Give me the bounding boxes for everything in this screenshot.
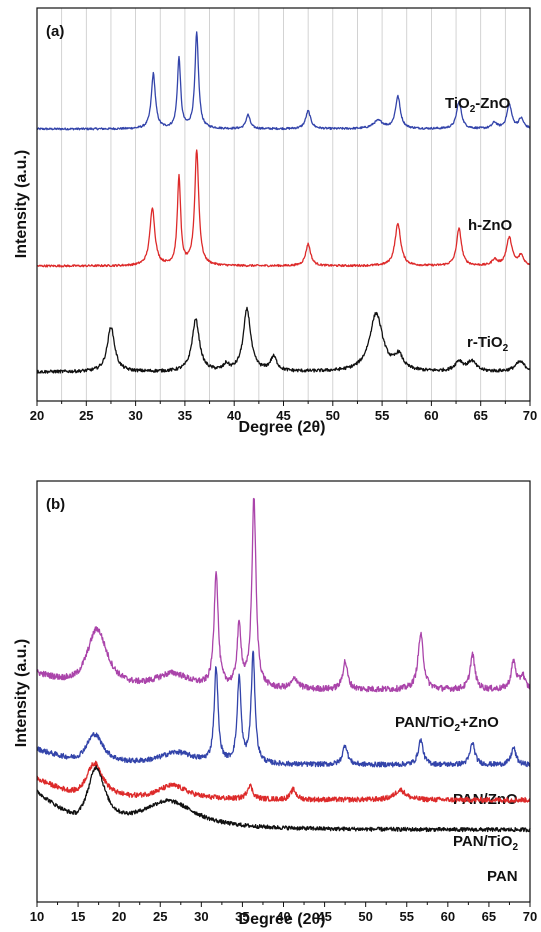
y-axis-label: Intensity (a.u.) bbox=[13, 150, 30, 258]
x-tick-label: 70 bbox=[523, 909, 537, 924]
series-line-r-tio2 bbox=[36, 306, 531, 374]
x-axis-label: Degree (2θ) bbox=[239, 419, 326, 436]
x-tick-label: 35 bbox=[235, 909, 249, 924]
x-tick-label: 30 bbox=[128, 408, 142, 423]
x-tick-label: 40 bbox=[227, 408, 241, 423]
x-tick-label: 15 bbox=[71, 909, 85, 924]
x-tick-label: 25 bbox=[79, 408, 93, 423]
x-tick-label: 40 bbox=[276, 909, 290, 924]
x-tick-label: 55 bbox=[375, 408, 389, 423]
x-tick-label: 10 bbox=[30, 909, 44, 924]
x-tick-label: 60 bbox=[424, 408, 438, 423]
x-tick-label: 45 bbox=[317, 909, 331, 924]
x-tick-label: 20 bbox=[112, 909, 126, 924]
panel-label: (b) bbox=[46, 496, 65, 513]
series-line-pan bbox=[36, 765, 531, 833]
x-tick-label: 35 bbox=[178, 408, 192, 423]
series-label: PAN/TiO2 bbox=[453, 833, 518, 853]
x-tick-label: 55 bbox=[400, 909, 414, 924]
x-tick-label: 25 bbox=[153, 909, 167, 924]
series-label: h-ZnO bbox=[468, 217, 512, 234]
x-tick-label: 65 bbox=[473, 408, 487, 423]
series-label: TiO2-ZnO bbox=[445, 95, 511, 115]
series-line-pan-tio2-zno bbox=[36, 497, 531, 693]
series-line-pan-zno bbox=[36, 650, 531, 768]
panel-label: (a) bbox=[46, 23, 64, 40]
x-tick-label: 20 bbox=[30, 408, 44, 423]
x-axis-label: Degree (2θ) bbox=[239, 911, 326, 928]
x-tick-label: 30 bbox=[194, 909, 208, 924]
x-tick-label: 50 bbox=[326, 408, 340, 423]
chart-panel-a: TiO2-ZnO h-ZnO r-TiO2 20 25 30 35 40 45 50 55 60 65 7… bbox=[13, 7, 537, 436]
y-axis-label: Intensity (a.u.) bbox=[13, 639, 30, 747]
series-line-h-zno bbox=[36, 149, 531, 268]
x-tick-label: 70 bbox=[523, 408, 537, 423]
x-tick-label: 60 bbox=[441, 909, 455, 924]
series-line-pan-tio2 bbox=[36, 760, 531, 804]
series-label: PAN/TiO2+ZnO bbox=[395, 714, 499, 734]
series-line-tio2-zno bbox=[36, 31, 531, 131]
x-tick-label: 45 bbox=[276, 408, 290, 423]
x-tick-label: 65 bbox=[482, 909, 496, 924]
x-tick-label: 50 bbox=[358, 909, 372, 924]
series-label: PAN bbox=[487, 868, 518, 885]
series-label: r-TiO2 bbox=[467, 334, 509, 354]
